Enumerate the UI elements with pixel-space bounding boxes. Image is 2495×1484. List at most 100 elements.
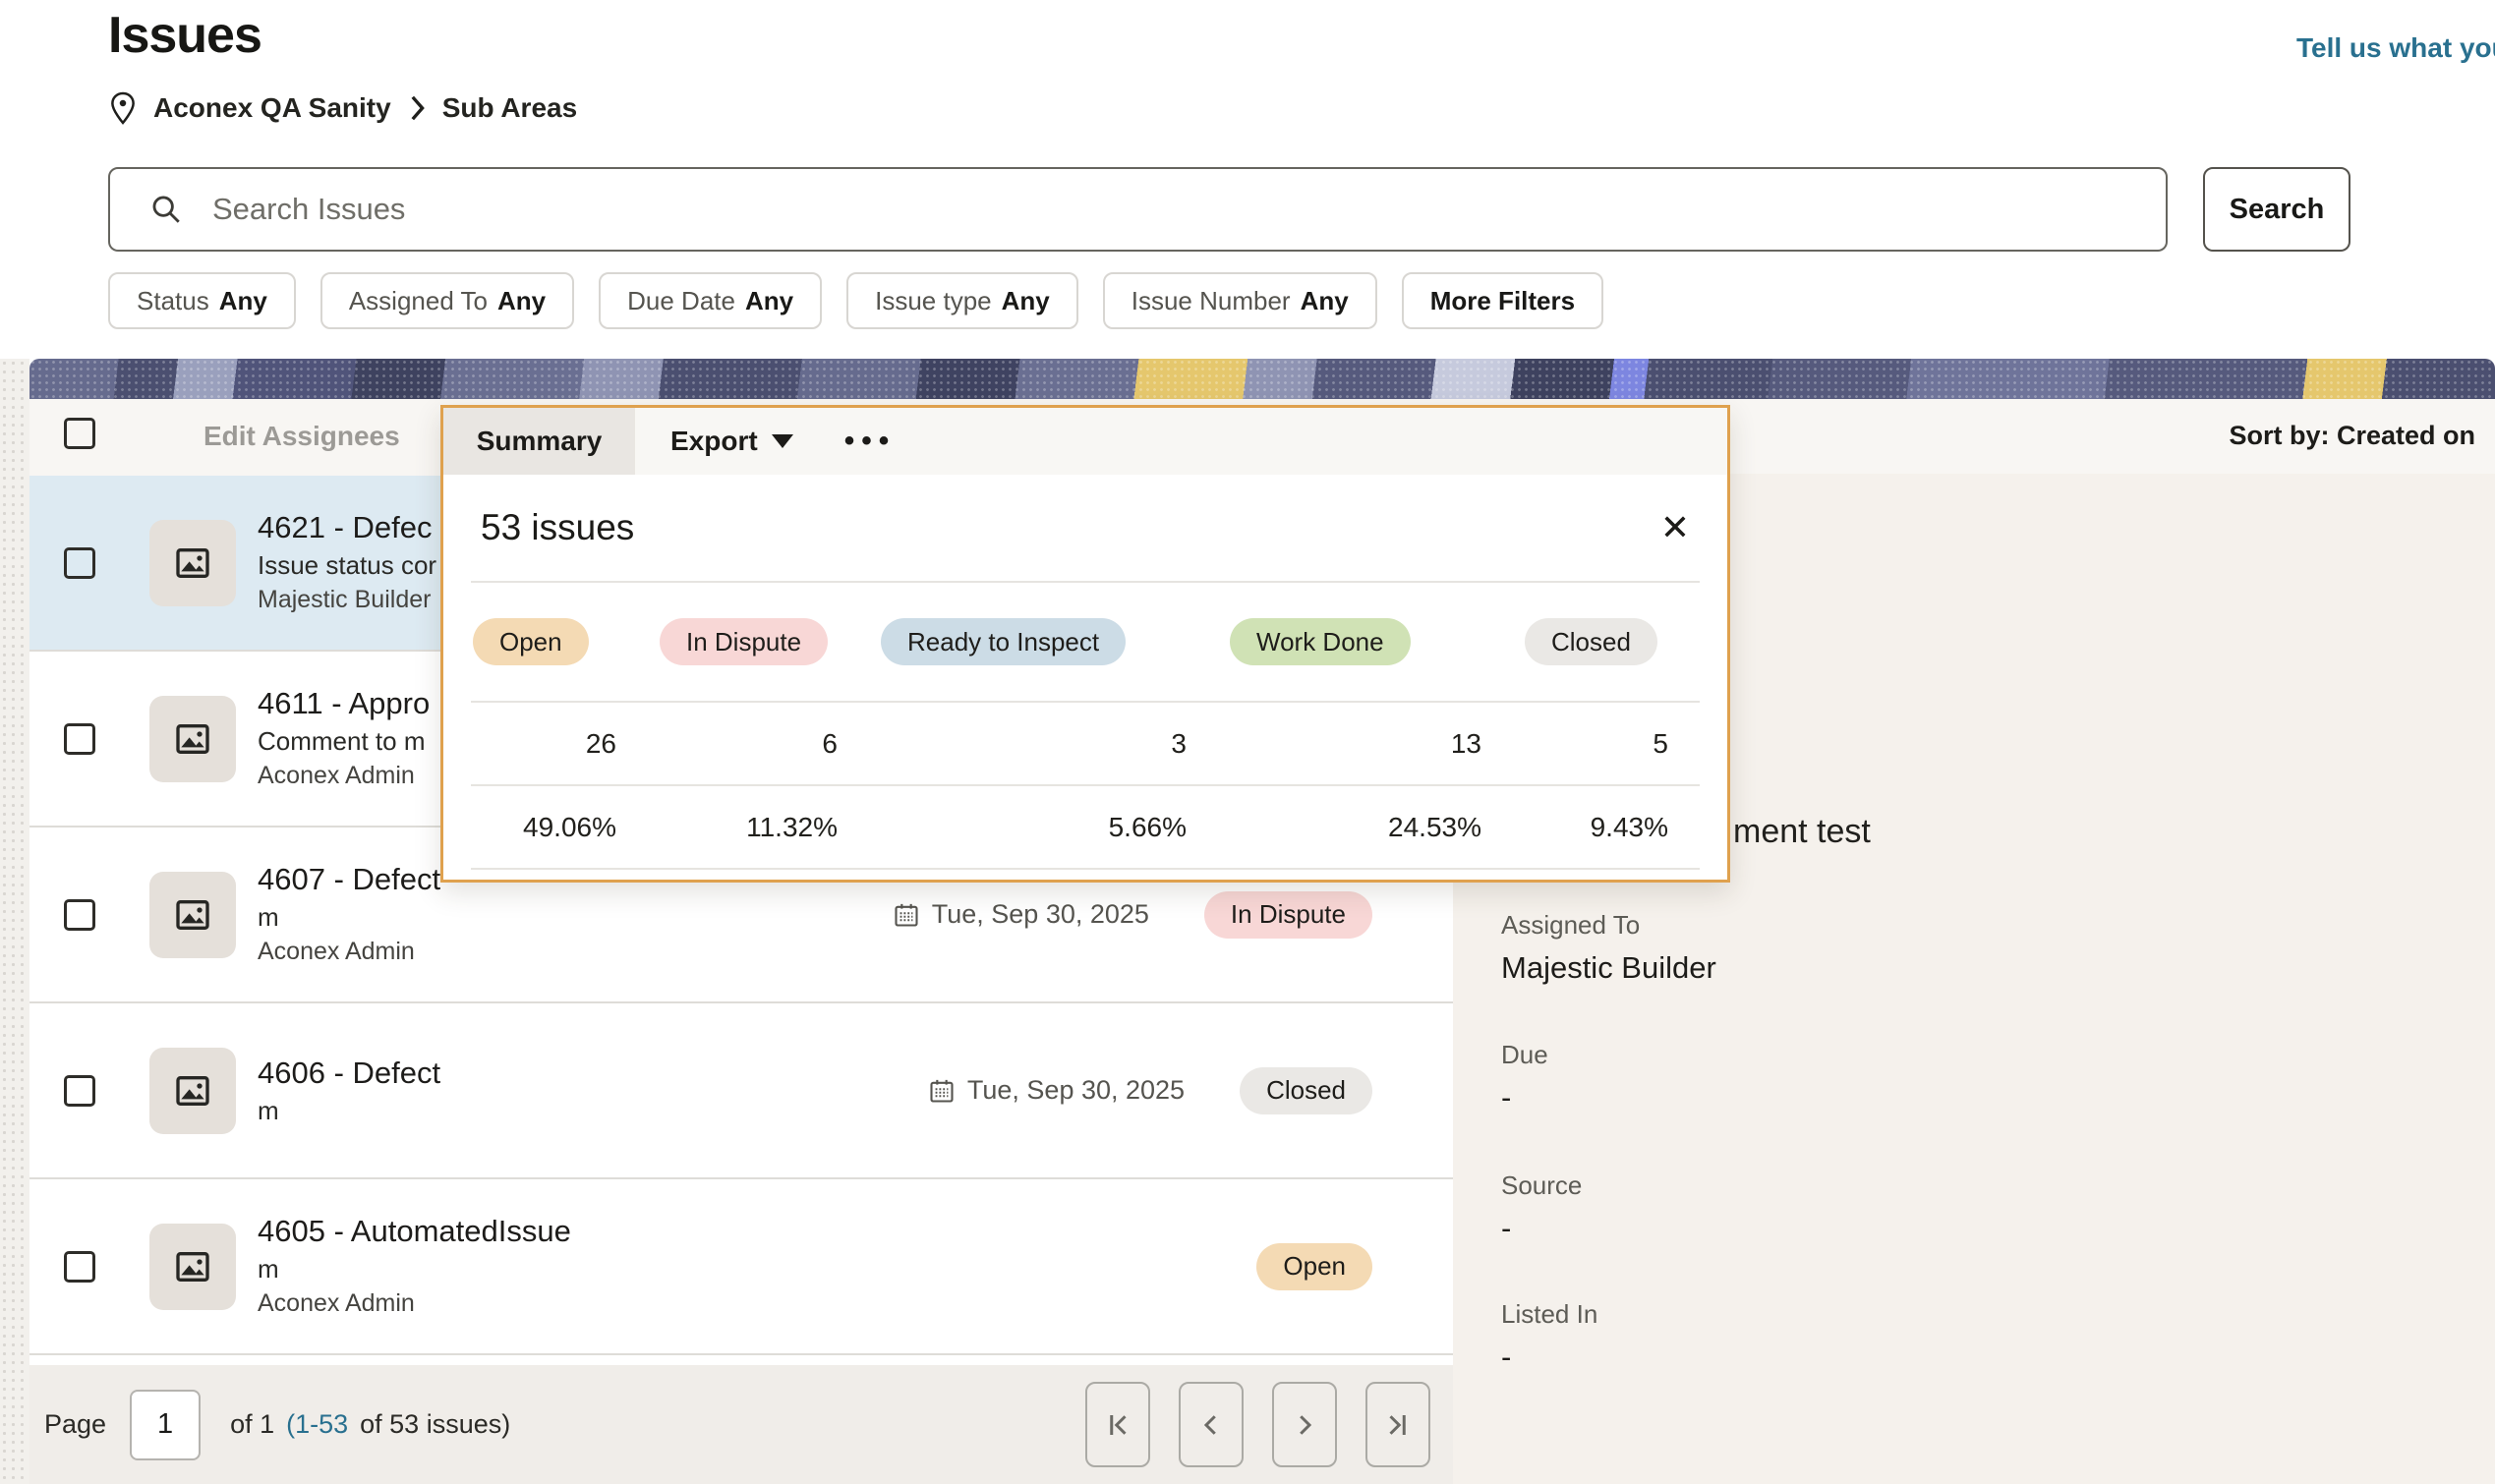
issue-assignee: Aconex Admin (258, 938, 415, 965)
search-button[interactable]: Search (2203, 167, 2350, 252)
issue-subtitle: m (258, 1095, 279, 1125)
image-icon (176, 900, 209, 930)
status-badge: In Dispute (1203, 890, 1372, 939)
percent-ready-to-inspect: 5.66% (1108, 811, 1187, 842)
status-chip-row: Open In Dispute Ready to Inspect Work Do… (443, 583, 1727, 701)
next-page-button[interactable] (1272, 1382, 1337, 1467)
page-number-input[interactable] (130, 1389, 202, 1460)
due-date: Tue, Sep 30, 2025 (928, 1075, 1185, 1106)
divider (471, 784, 1700, 786)
popup-title: 53 issues (481, 507, 635, 547)
row-checkbox[interactable] (64, 1251, 95, 1283)
issue-subtitle: m (258, 902, 279, 932)
export-button[interactable]: Export (670, 426, 793, 457)
chevron-down-icon (771, 434, 793, 448)
issue-subtitle: Issue status cor (258, 550, 437, 580)
more-filters-button[interactable]: More Filters (1401, 272, 1604, 329)
image-icon (176, 724, 209, 754)
feedback-link[interactable]: Tell us what you (2296, 32, 2495, 63)
previous-page-button[interactable] (1179, 1382, 1244, 1467)
filter-status[interactable]: Status Any (108, 272, 296, 329)
last-page-button[interactable] (1365, 1382, 1430, 1467)
search-input[interactable] (210, 191, 2156, 228)
row-checkbox[interactable] (64, 1075, 95, 1107)
summary-popup: Summary Export ••• 53 issues ✕ Open In D… (440, 405, 1730, 883)
issue-assignee: Aconex Admin (258, 1289, 415, 1317)
issue-row-4606[interactable]: 4606 - Defect m Tue, Sep 30, 2025 Closed (29, 1003, 1453, 1179)
pagination-bar: Page of 1 (1-53 of 53 issues) (29, 1365, 1453, 1484)
detail-field-source: Source - (1501, 1170, 1583, 1245)
filter-bar: Status Any Assigned To Any Due Date Any Iss… (108, 272, 1604, 329)
count-ready-to-inspect: 3 (1171, 727, 1187, 759)
background-texture (0, 359, 29, 1484)
tab-summary[interactable]: Summary (443, 408, 635, 475)
issue-title: 4606 - Defect (258, 1055, 441, 1090)
issue-thumbnail (149, 1048, 236, 1134)
issue-thumbnail (149, 1224, 236, 1310)
calendar-icon (930, 1079, 954, 1103)
chevron-right-icon (1300, 1414, 1312, 1435)
page-range-link[interactable]: (1-53 (286, 1409, 349, 1439)
select-all-checkbox[interactable] (64, 418, 95, 449)
status-chip-in-dispute: In Dispute (660, 618, 829, 665)
issue-title: 4607 - Defect (258, 862, 441, 896)
issue-title: 4621 - Defec (258, 510, 433, 544)
page-title: Issues (108, 7, 262, 64)
search-icon (149, 193, 183, 226)
more-actions-button[interactable]: ••• (843, 425, 897, 457)
row-checkbox[interactable] (64, 723, 95, 755)
filter-issue-type[interactable]: Issue type Any (846, 272, 1078, 329)
image-icon (176, 1076, 209, 1106)
issue-subtitle: m (258, 1254, 279, 1284)
percent-closed: 9.43% (1590, 811, 1668, 842)
status-chip-closed: Closed (1525, 618, 1657, 665)
issue-title: 4611 - Appro (258, 686, 431, 720)
page-total-label: of 53 issues) (360, 1409, 511, 1439)
filter-due-date[interactable]: Due Date Any (599, 272, 823, 329)
count-closed: 5 (1653, 727, 1668, 759)
detail-field-listed-in: Listed In - (1501, 1299, 1598, 1374)
issue-subtitle: Comment to m (258, 726, 426, 756)
detail-title-fragment: ment test (1733, 813, 1871, 850)
status-count-row: 26 6 3 13 5 (443, 703, 1727, 784)
detail-field-due: Due - (1501, 1040, 1548, 1114)
status-percent-row: 49.06% 11.32% 5.66% 24.53% 9.43% (443, 786, 1727, 868)
sort-by-control[interactable]: Sort by: Created on (2229, 421, 2475, 450)
breadcrumb-section[interactable]: Sub Areas (441, 92, 578, 123)
row-checkbox[interactable] (64, 899, 95, 931)
breadcrumb-project[interactable]: Aconex QA Sanity (153, 92, 391, 123)
row-checkbox[interactable] (64, 547, 95, 579)
count-work-done: 13 (1450, 727, 1481, 759)
percent-in-dispute: 11.32% (746, 811, 838, 842)
status-badge: Open (1256, 1242, 1372, 1290)
status-badge: Closed (1240, 1066, 1372, 1114)
issue-row-4605[interactable]: 4605 - AutomatedIssue m Aconex Admin Ope… (29, 1179, 1453, 1355)
detail-field-assigned-to: Assigned To Majestic Builder (1501, 910, 1716, 985)
issue-thumbnail (149, 696, 236, 782)
status-chip-ready-to-inspect: Ready to Inspect (881, 618, 1127, 665)
issue-thumbnail (149, 872, 236, 958)
status-chip-open: Open (473, 618, 589, 665)
breadcrumb: Aconex QA Sanity Sub Areas (108, 90, 577, 126)
first-page-button[interactable] (1085, 1382, 1150, 1467)
edit-assignees-button[interactable]: Edit Assignees (203, 421, 400, 451)
due-date: Tue, Sep 30, 2025 (893, 899, 1149, 930)
location-pin-icon (108, 90, 138, 126)
breadcrumb-chevron-icon (407, 94, 427, 122)
count-open: 26 (585, 727, 616, 759)
issue-assignee: Majestic Builder (258, 586, 432, 613)
image-icon (176, 1252, 209, 1282)
percent-open: 49.06% (523, 811, 616, 842)
last-page-icon (1389, 1414, 1406, 1435)
calendar-icon (895, 903, 918, 927)
close-icon[interactable]: ✕ (1659, 507, 1690, 547)
divider (471, 868, 1700, 870)
filter-issue-number[interactable]: Issue Number Any (1102, 272, 1377, 329)
filter-assigned-to[interactable]: Assigned To Any (319, 272, 575, 329)
issue-assignee: Aconex Admin (258, 762, 415, 789)
chevron-left-icon (1203, 1414, 1216, 1435)
page-of-label: of 1 (230, 1409, 275, 1439)
divider (471, 701, 1700, 703)
image-icon (176, 548, 209, 578)
